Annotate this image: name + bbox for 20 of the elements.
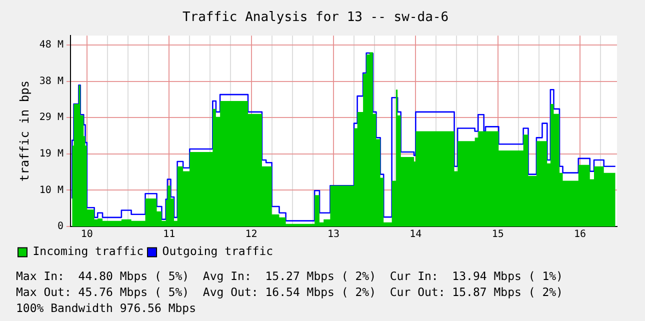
x-tick-label: 16: [574, 229, 586, 240]
y-tick-label: 19 M: [39, 148, 64, 160]
text: Max In: 44.80 Mbps ( 5%) Avg In: 15.27 Mbps ( 2%) Cur In: 13.94 Mbps ( 1%): [16, 268, 564, 284]
x-tick-label: 13: [327, 229, 340, 240]
text: Max Out: 45.76 Mbps ( 5%) Avg Out: 16.54 Mbps ( 2%) Cur Out: 15.87 Mbps ( 2%): [16, 284, 564, 300]
x-tick-label: 15: [492, 229, 504, 240]
x-tick-label: 14: [410, 229, 422, 240]
y-tick-label: 38 M: [39, 76, 64, 87]
x-tick-label: 11: [163, 229, 176, 240]
legend-label: Incoming traffic: [32, 244, 144, 258]
y-tick-label: 10 M: [39, 184, 64, 196]
y-tick-label: 29 M: [39, 112, 64, 124]
text: 100% Bandwidth 976.56 Mbps: [16, 300, 198, 316]
chart-title: Traffic Analysis for 13 -- sw-da-6: [182, 10, 449, 26]
x-tick-label: 12: [245, 229, 258, 240]
y-tick-label: 0: [57, 221, 64, 232]
x-tick-label: 10: [80, 229, 93, 240]
legend-label: Outgoing traffic: [162, 244, 274, 258]
y-axis-title: traffic in bps: [17, 80, 32, 182]
y-tick-label: 48 M: [39, 40, 64, 51]
